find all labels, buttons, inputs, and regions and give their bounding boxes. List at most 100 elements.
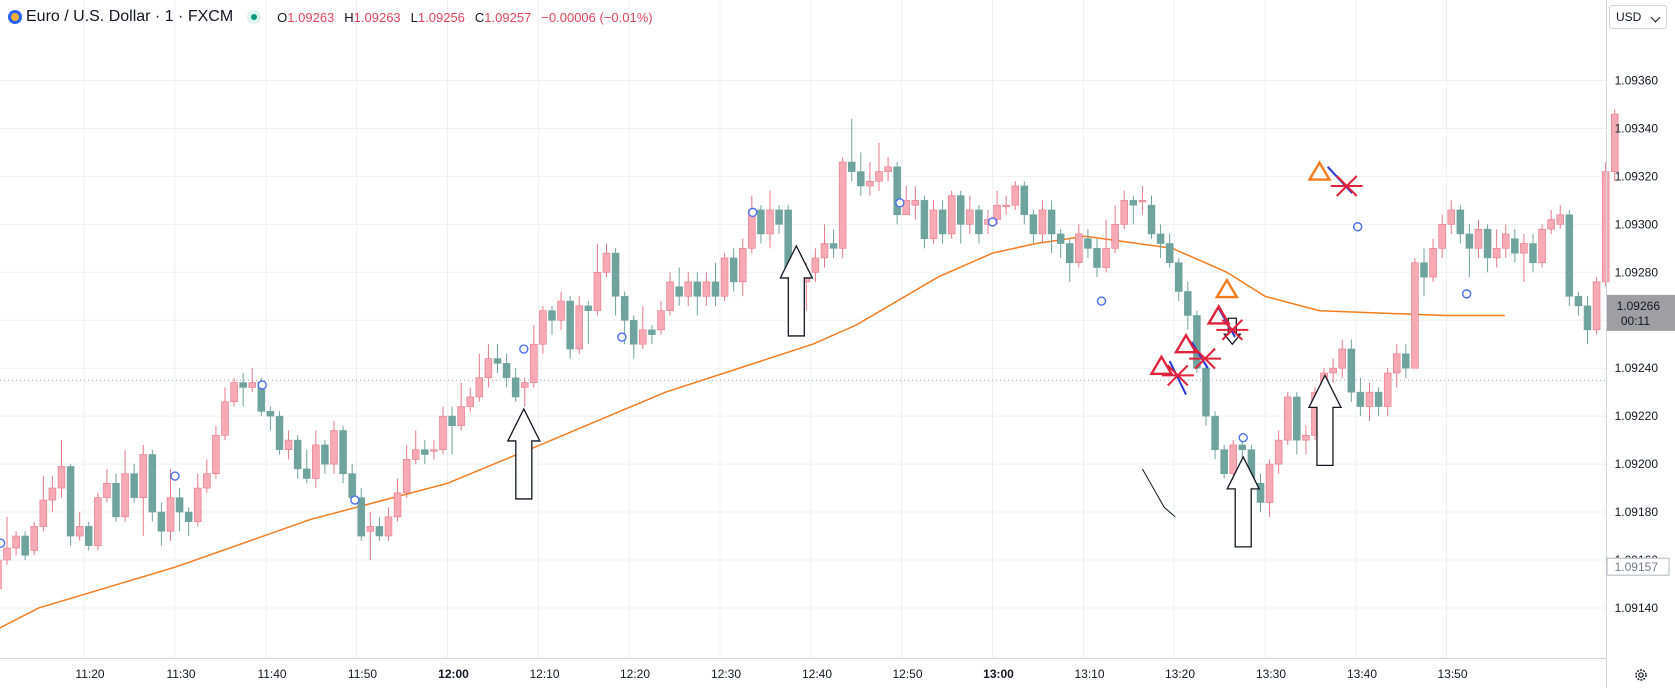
candle-body <box>648 329 656 335</box>
candle <box>993 190 1001 225</box>
chevron-down-icon <box>1652 13 1660 21</box>
candle <box>1583 296 1592 345</box>
x-tick-label: 11:50 <box>348 667 377 681</box>
candle <box>1047 200 1056 254</box>
candle-body <box>1147 204 1156 235</box>
candle-body <box>829 243 838 249</box>
symbol-legend: Euro / U.S. Dollar · 1 · FXCM O1.09263 H… <box>0 0 653 34</box>
candle-body <box>1120 200 1128 225</box>
candle <box>1056 229 1065 258</box>
candle-body <box>457 406 465 427</box>
ohlc-high: H1.09263 <box>344 10 400 25</box>
market-status-icon[interactable] <box>247 10 262 24</box>
candle <box>439 406 447 455</box>
candle-body <box>193 487 202 522</box>
candle <box>1065 238 1074 282</box>
candle-body <box>693 281 702 297</box>
candle-body <box>1129 200 1138 206</box>
candle-body <box>911 200 920 206</box>
candle <box>139 444 147 537</box>
candle-body <box>666 281 674 311</box>
candle-body <box>766 209 774 235</box>
candle-body <box>738 248 747 283</box>
candle <box>1093 238 1101 278</box>
cross-marker-icon <box>1161 364 1194 387</box>
high-value: 1.09263 <box>353 9 401 25</box>
candle <box>475 353 484 402</box>
gear-icon[interactable] <box>1634 668 1648 682</box>
candle <box>693 272 702 316</box>
candle <box>820 224 829 268</box>
candle-body <box>1193 315 1201 369</box>
candle <box>1592 277 1601 335</box>
circle-marker <box>748 207 758 218</box>
candle-body <box>1011 185 1019 206</box>
candle <box>1129 195 1138 225</box>
x-tick-label: 12:20 <box>620 667 650 681</box>
candle <box>1438 214 1446 258</box>
candle-body <box>384 516 393 537</box>
candle <box>12 531 20 556</box>
candle-body <box>284 439 293 451</box>
candle-body <box>1547 219 1555 230</box>
candle-body <box>1156 233 1165 244</box>
candle <box>575 296 583 354</box>
candle <box>975 205 983 244</box>
candle-body <box>321 444 329 465</box>
candle <box>1383 368 1392 417</box>
candle <box>493 344 502 373</box>
circle-marker <box>257 380 267 390</box>
candle <box>893 162 901 225</box>
symbol-title[interactable]: Euro / U.S. Dollar · 1 · FXCM <box>26 8 234 25</box>
candle-body <box>139 454 147 498</box>
candle <box>448 406 456 455</box>
candle-body <box>1356 391 1365 407</box>
candle <box>1574 291 1583 316</box>
close-value: 1.09257 <box>484 9 532 25</box>
x-tick-label: 12:10 <box>530 667 560 681</box>
candle-body <box>929 209 938 240</box>
candle <box>1420 248 1428 297</box>
candle-body <box>357 497 365 537</box>
candle-body <box>3 547 11 561</box>
candle <box>902 185 910 216</box>
triangle-marker-icon <box>1214 277 1239 299</box>
candle-body <box>203 473 211 489</box>
candle-body <box>902 200 910 216</box>
candle <box>430 440 438 460</box>
candle-body <box>66 466 75 537</box>
cross-stroke <box>1194 347 1216 370</box>
candle <box>330 420 338 474</box>
candle <box>221 387 229 441</box>
candle <box>866 162 874 196</box>
candle <box>775 205 783 234</box>
candle-body <box>130 473 138 498</box>
candle <box>557 291 565 330</box>
candle-body <box>857 171 865 187</box>
candle <box>312 430 320 489</box>
candle <box>1274 430 1283 474</box>
currency-label: USD <box>1616 10 1642 24</box>
cross-stroke <box>1221 319 1244 341</box>
candle-body <box>121 473 129 518</box>
triangle-marker-icon <box>1206 304 1231 325</box>
current-price-value: 1.09266 <box>1617 299 1661 313</box>
candle-body <box>402 459 411 494</box>
candle-body <box>484 358 493 379</box>
candle-body <box>1229 444 1237 474</box>
currency-button[interactable]: USD <box>1609 5 1667 29</box>
candle-body <box>1002 204 1010 207</box>
candle-body <box>266 411 275 417</box>
y-tick-label: 1.09320 <box>1615 169 1659 183</box>
candle-body <box>720 257 729 297</box>
candle-body <box>1184 291 1192 316</box>
candle-body <box>1256 482 1265 503</box>
candle-body <box>811 257 820 273</box>
candle <box>502 353 511 388</box>
candle <box>21 531 29 560</box>
candle-body <box>393 492 402 518</box>
candle-body <box>1456 209 1465 235</box>
candle-body <box>166 497 175 532</box>
candle-body <box>1047 209 1056 235</box>
